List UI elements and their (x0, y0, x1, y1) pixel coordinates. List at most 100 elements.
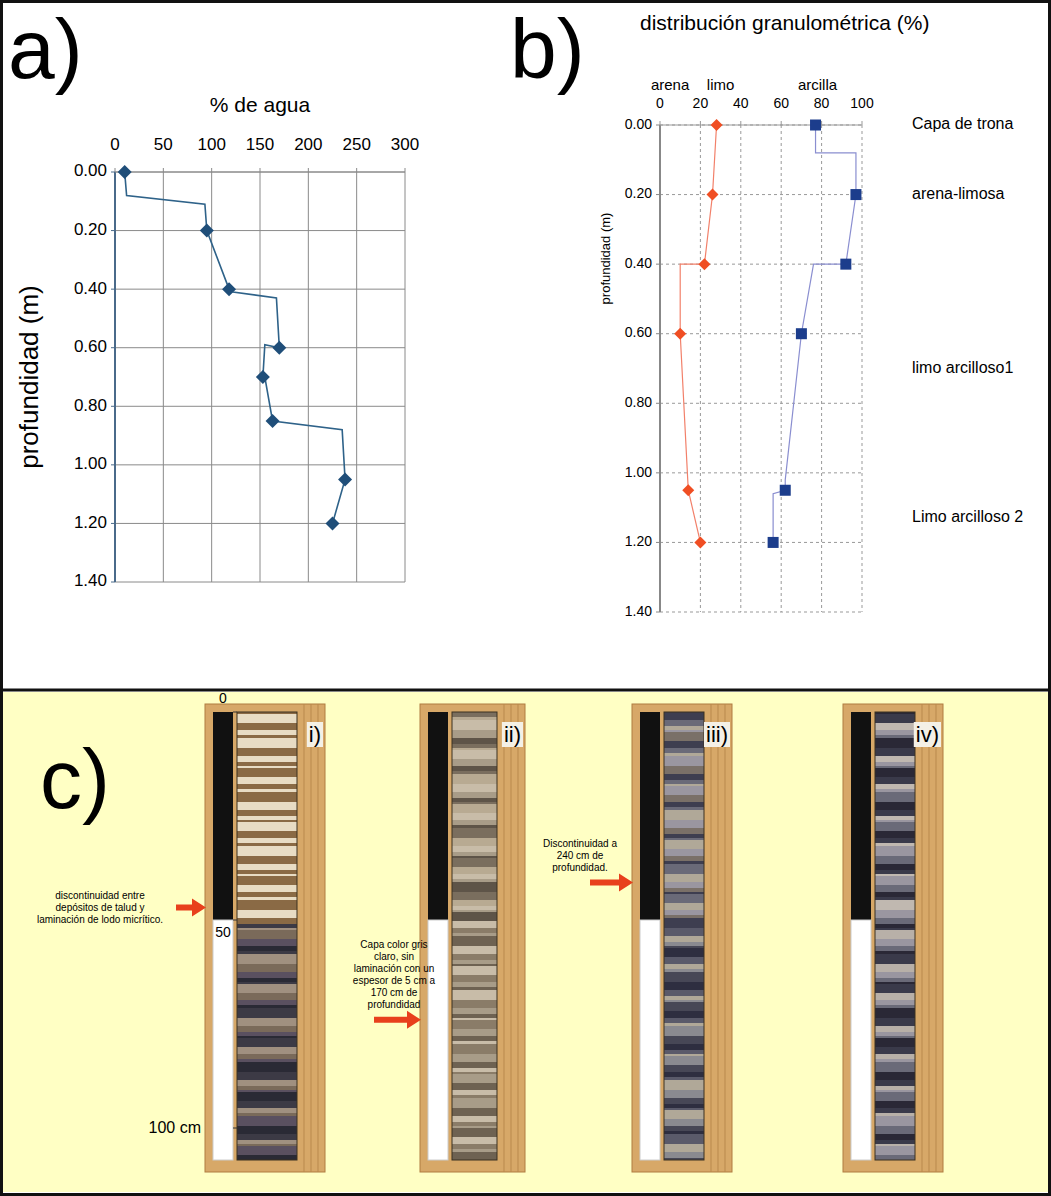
core-lamina (452, 882, 497, 892)
core-lamina (875, 1144, 915, 1146)
core-lamina (452, 1149, 497, 1152)
core-lamina (664, 1104, 704, 1108)
scale-bar (640, 920, 660, 1160)
annotation-line: Discontinuidad a (543, 838, 617, 849)
core-lamina (875, 843, 915, 846)
y-axis-title: profundidad (m) (598, 213, 613, 305)
core-lamina (875, 939, 915, 946)
core-lamina (875, 874, 915, 876)
core-lamina (875, 1101, 915, 1108)
core-lamina (875, 1116, 915, 1126)
core-label: iv) (916, 722, 939, 747)
core-lamina (237, 1005, 297, 1008)
core-lamina (452, 1000, 497, 1008)
core-lamina (237, 735, 297, 738)
core-lamina (452, 858, 497, 867)
data-point (118, 165, 132, 179)
core-lamina (237, 982, 297, 984)
core-lamina (452, 867, 497, 874)
core-lamina (237, 864, 297, 870)
tick (656, 264, 660, 265)
core-lamina (875, 972, 915, 978)
core-lamina (664, 892, 704, 894)
core-outline (875, 712, 915, 1160)
tick (111, 523, 115, 524)
arrow (590, 874, 633, 892)
x-tick-label: 200 (294, 135, 322, 154)
core-lamina (452, 738, 497, 744)
core-lamina (875, 766, 915, 768)
grid-line (308, 172, 309, 582)
core-lamina (237, 762, 297, 766)
core-lamina (664, 1018, 704, 1023)
core-lamina (664, 957, 704, 964)
annotation-line: 170 cm de (371, 987, 418, 998)
category-label: arcilla (798, 76, 838, 93)
scale-bar (428, 920, 448, 1160)
core-lamina (237, 897, 297, 900)
divider (0, 689, 1051, 692)
core-lamina (875, 831, 915, 838)
core-lamina (452, 804, 497, 813)
core-lamina (875, 954, 915, 964)
core-lamina (875, 756, 915, 762)
core-lamina (452, 1044, 497, 1054)
scale-bar (851, 920, 871, 1160)
core-lamina (452, 960, 497, 964)
x-tick-label: 20 (693, 95, 709, 111)
grid-line (211, 172, 212, 582)
tick (740, 121, 741, 125)
core-lamina (237, 1134, 297, 1140)
scale-tick (233, 1128, 237, 1129)
core-lamina (664, 1110, 704, 1119)
grid-line (660, 542, 862, 543)
annotation: Capa color grisclaro, sinlaminación con … (353, 939, 436, 1010)
core-lamina (237, 1032, 297, 1036)
core-lamina (664, 1126, 704, 1131)
annotation-line: Capa color gris (360, 939, 427, 950)
core-lamina (452, 771, 497, 774)
core-lamina (875, 1054, 915, 1059)
core-lamina (664, 840, 704, 849)
tick (821, 121, 822, 125)
grid-line (115, 289, 405, 290)
y-tick-label: 0.40 (625, 255, 652, 271)
core-lamina (664, 1131, 704, 1134)
core-lamina (237, 1155, 297, 1160)
scale-bar (213, 712, 233, 920)
scale-tick (233, 920, 237, 921)
core-lamina (237, 892, 297, 897)
core-lamina (875, 1113, 915, 1116)
core-lamina (664, 874, 704, 882)
core-lamina (452, 987, 497, 990)
core-lamina (452, 802, 497, 804)
core-lamina (664, 882, 704, 888)
annotation-line: discontinuidad entre (55, 890, 145, 901)
core-lamina (875, 784, 915, 789)
core-lamina (875, 918, 915, 924)
core-lamina (875, 738, 915, 748)
label-patch (914, 722, 941, 747)
core-lamina (237, 789, 297, 792)
data-point (266, 414, 280, 428)
core-lamina (875, 1146, 915, 1155)
data-point (810, 120, 821, 131)
core-lamina (664, 1090, 704, 1098)
plot-data (674, 119, 861, 548)
core-lamina (452, 900, 497, 906)
core-lamina (237, 1038, 297, 1047)
core-lamina (237, 876, 297, 885)
core-lamina (664, 1098, 704, 1104)
core-lamina (875, 789, 915, 792)
core-lamina (664, 795, 704, 802)
core-label: iii) (706, 722, 728, 747)
core-lamina (452, 1152, 497, 1160)
core-lamina (452, 946, 497, 954)
core-lamina (875, 978, 915, 982)
data-point (674, 328, 686, 340)
core-lamina (237, 1116, 297, 1126)
core-lamina (664, 766, 704, 774)
core-lamina (875, 1108, 915, 1113)
tick (660, 121, 661, 125)
tick (111, 406, 115, 407)
